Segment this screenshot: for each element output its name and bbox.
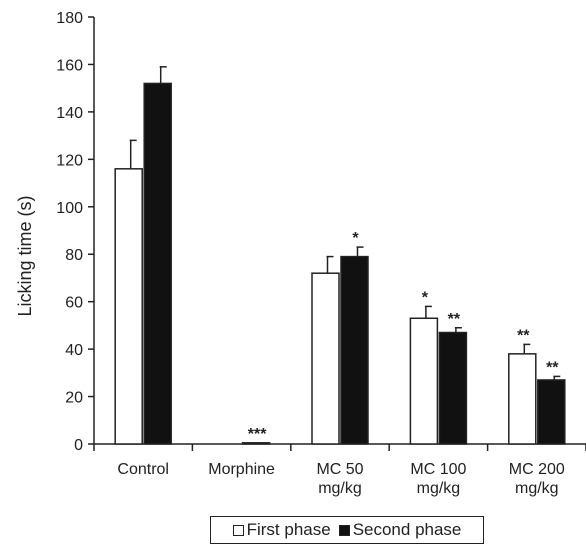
- x-tick-label-3: MC 100: [410, 461, 466, 478]
- significance-marker-series1-1: ***: [248, 426, 267, 443]
- x-tick-label-3-line2: mg/kg: [417, 480, 461, 497]
- legend-label-second-phase: Second phase: [352, 520, 462, 539]
- x-tick-label-4: MC 200: [509, 461, 565, 478]
- legend-label-first-phase: First phase: [246, 520, 331, 539]
- y-tick-label-0: 0: [74, 437, 83, 454]
- y-tick-label-20: 20: [65, 390, 83, 407]
- bar-series0-2: [311, 272, 340, 445]
- x-tick-label-2: MC 50: [316, 461, 363, 478]
- significance-marker-series1-2: *: [352, 230, 359, 247]
- legend: First phase Second phase: [210, 516, 484, 544]
- second-phase-swatch: [338, 524, 350, 536]
- significance-marker-series1-3: **: [448, 311, 461, 328]
- x-axis: Control Morphine MC 50 mg/kg MC 100 mg/kg MC 2…: [93, 443, 586, 497]
- y-tick-label-80: 80: [65, 247, 83, 264]
- y-tick-label-120: 120: [56, 152, 83, 169]
- y-tick-label-180: 180: [56, 10, 83, 27]
- bar-series0-3: [409, 317, 439, 445]
- y-axis: 0 20 40 60 80 100 120 140 160 180: [56, 10, 95, 454]
- significance-marker-series0-4: **: [517, 327, 530, 344]
- y-tick-label-60: 60: [65, 295, 83, 312]
- x-tick-label-1: Morphine: [208, 461, 275, 478]
- y-tick-label-40: 40: [65, 342, 83, 359]
- x-tick-label-0: Control: [117, 461, 169, 478]
- y-tick-label-100: 100: [56, 200, 83, 217]
- significance-marker-series0-3: *: [422, 289, 429, 306]
- bar-series1-2: [340, 255, 369, 445]
- legend-item-first-phase: First phase: [232, 520, 331, 540]
- legend-item-second-phase: Second phase: [338, 520, 462, 540]
- bar-series0-0: [114, 168, 143, 445]
- y-tick-label-140: 140: [56, 105, 83, 122]
- bar-chart: 0 20 40 60 80 100 120 140 160 180 Control Morphine…: [15, 10, 586, 497]
- x-tick-label-2-line2: mg/kg: [318, 480, 362, 497]
- bar-series1-4: [537, 379, 566, 445]
- bar-series1-3: [438, 331, 468, 445]
- significance-marker-series1-4: **: [546, 359, 559, 376]
- x-tick-label-4-line2: mg/kg: [515, 480, 559, 497]
- bars: ***********: [114, 66, 566, 445]
- y-tick-label-160: 160: [56, 57, 83, 74]
- first-phase-swatch: [232, 524, 244, 536]
- y-axis-label: Licking time (s): [15, 195, 35, 316]
- bar-series1-0: [143, 82, 172, 445]
- bar-series0-4: [508, 353, 537, 445]
- bar-series1-1: [241, 442, 271, 445]
